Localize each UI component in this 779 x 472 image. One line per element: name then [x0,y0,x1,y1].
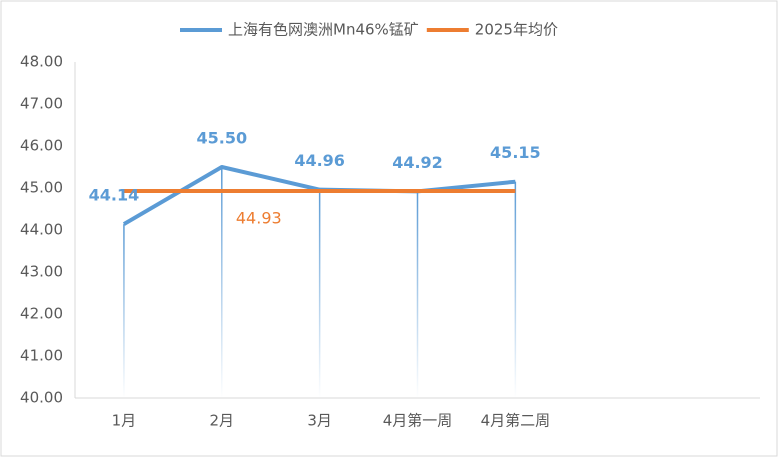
data-label: 44.96 [294,151,345,170]
drop-line [514,181,517,398]
x-tick-label: 4月第二周 [481,412,551,430]
x-tick-label: 2月 [210,412,235,430]
data-label: 44.93 [236,208,282,227]
y-tick-label: 47.00 [20,95,63,113]
x-tick-label: 3月 [307,412,332,430]
chart-border [0,0,778,457]
drop-line [416,191,419,398]
data-label: 45.50 [196,129,247,148]
drop-line [318,189,321,398]
data-label: 44.14 [89,186,140,205]
y-tick-label: 46.00 [20,137,63,155]
data-label: 45.15 [490,143,541,162]
x-tick-label: 1月 [112,412,137,430]
x-tick-label: 4月第一周 [383,412,453,430]
legend-label: 2025年均价 [475,21,558,39]
legend-label: 上海有色网澳洲Mn46%锰矿 [228,21,419,39]
y-tick-label: 45.00 [20,179,63,197]
y-tick-label: 40.00 [20,389,63,407]
y-tick-label: 42.00 [20,305,63,323]
drop-line [123,224,125,398]
y-tick-label: 43.00 [20,263,63,281]
drop-line [221,167,223,398]
data-label: 44.92 [392,153,443,172]
y-tick-label: 41.00 [20,347,63,365]
y-tick-label: 44.00 [20,221,63,239]
y-tick-label: 48.00 [20,53,63,71]
